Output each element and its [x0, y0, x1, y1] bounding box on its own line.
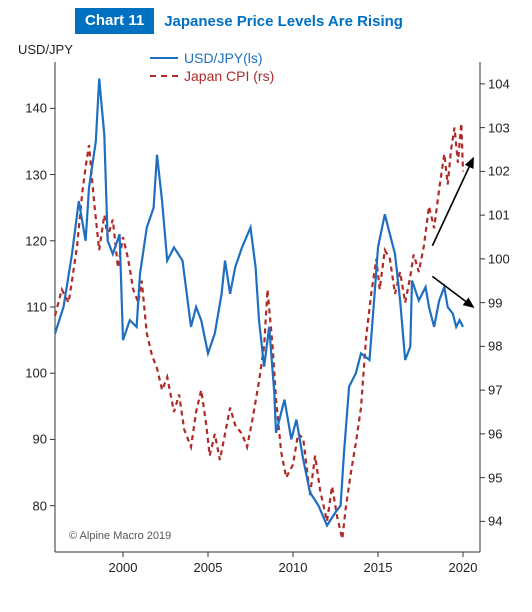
x-tick: 2000 — [109, 560, 138, 575]
y-left-tick: 100 — [17, 366, 47, 381]
x-tick: 2015 — [364, 560, 393, 575]
chart-container: Chart 11 Japanese Price Levels Are Risin… — [0, 0, 532, 612]
chart-attribution: © Alpine Macro 2019 — [69, 530, 171, 542]
y-right-tick: 99 — [488, 295, 518, 310]
y-left-tick: 140 — [17, 101, 47, 116]
series-usdjpy — [55, 79, 463, 526]
y-right-tick: 101 — [488, 208, 518, 223]
y-left-tick: 110 — [17, 300, 47, 315]
y-right-tick: 98 — [488, 339, 518, 354]
y-right-tick: 95 — [488, 470, 518, 485]
y-left-tick: 130 — [17, 167, 47, 182]
y-right-tick: 96 — [488, 426, 518, 441]
y-right-tick: 94 — [488, 514, 518, 529]
y-left-tick: 120 — [17, 233, 47, 248]
y-left-tick: 80 — [17, 498, 47, 513]
y-right-tick: 103 — [488, 120, 518, 135]
y-right-tick: 97 — [488, 383, 518, 398]
y-left-tick: 90 — [17, 432, 47, 447]
y-right-tick: 104 — [488, 76, 518, 91]
x-tick: 2010 — [279, 560, 308, 575]
y-right-tick: 102 — [488, 164, 518, 179]
chart-plot — [0, 0, 532, 612]
y-right-tick: 100 — [488, 251, 518, 266]
x-tick: 2020 — [449, 560, 478, 575]
x-tick: 2005 — [194, 560, 223, 575]
